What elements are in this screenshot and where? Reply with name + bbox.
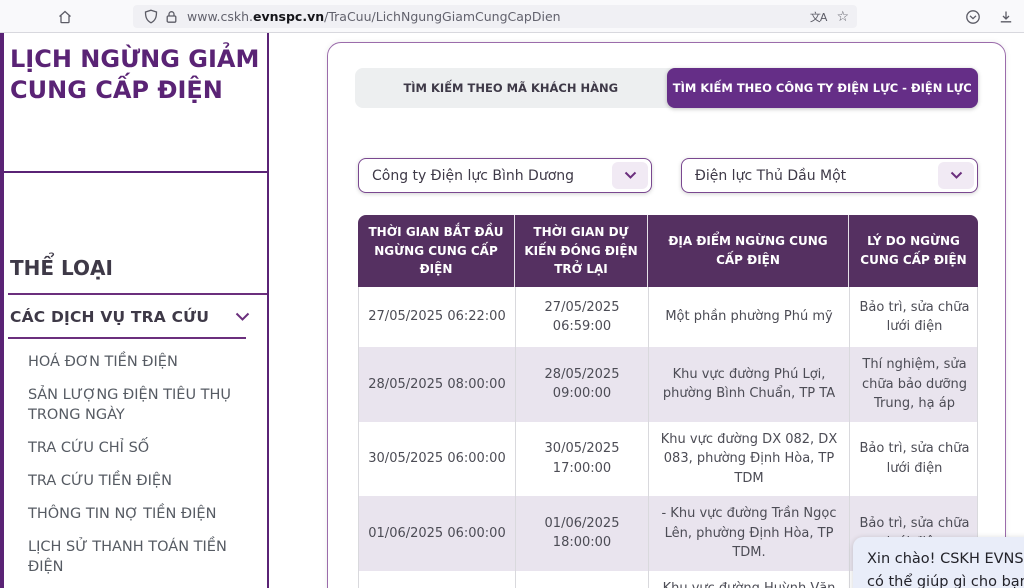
cell-reason: [849, 570, 979, 588]
pocket-icon[interactable]: [962, 6, 984, 28]
cell-location: Khu vực đường Phú Lợi, phường Bình Chuẩn…: [648, 347, 849, 422]
table-header-row: THỜI GIAN BẮT ĐẦU NGỪNG CUNG CẤP ĐIỆN TH…: [358, 215, 978, 287]
title-divider: [0, 171, 269, 173]
sidebar-item-debt-info[interactable]: THÔNG TIN NỢ TIỀN ĐIỆN: [28, 506, 217, 522]
col-header-start-time: THỜI GIAN BẮT ĐẦU NGỪNG CUNG CẤP ĐIỆN: [368, 225, 504, 277]
translate-icon[interactable]: 文A: [809, 10, 828, 24]
sidebar-item-payment-history[interactable]: LỊCH SỬ THANH TOÁN TIỀN ĐIỆN: [28, 539, 227, 575]
sidebar-item-meter-index[interactable]: TRA CỨU CHỈ SỐ: [28, 440, 150, 456]
sidebar-item-bill-lookup[interactable]: TRA CỨU TIỀN ĐIỆN: [28, 473, 172, 489]
sidebar-item-electricity-bill[interactable]: HOÁ ĐƠN TIỀN ĐIỆN: [28, 354, 178, 370]
cell-reason: Thí nghiệm, sửa chữa bảo dưỡng Trung, hạ…: [849, 347, 979, 422]
cell-restore-time: 30/05/2025 17:00:00: [515, 421, 648, 496]
cell-location: - Khu vực đường Trần Ngọc Lên, phường Đị…: [648, 496, 849, 571]
company-select[interactable]: Công ty Điện lực Bình Dương: [358, 158, 652, 193]
cell-restore-time: 01/06/2025 18:00:00: [515, 496, 648, 571]
home-icon[interactable]: [54, 6, 76, 28]
cell-restore-time: 27/05/2025 06:59:00: [515, 287, 648, 347]
category-divider: [8, 293, 267, 295]
cell-location: Khu vực đường DX 082, DX 083, phường Địn…: [648, 421, 849, 496]
tab-search-by-power-company[interactable]: TÌM KIẾM THEO CÔNG TY ĐIỆN LỰC - ĐIỆN LỰ…: [666, 68, 978, 108]
chat-message-line2: có thể giúp gì cho bạn?: [867, 574, 1024, 588]
tab-search-by-customer-code[interactable]: TÌM KIẾM THEO MÃ KHÁCH HÀNG: [403, 81, 619, 95]
url-text: www.cskh.evnspc.vn/TraCuu/LichNgungGiamC…: [187, 9, 810, 24]
category-heading: THỂ LOẠI: [10, 256, 113, 280]
cell-location: Khu vực đường Huỳnh Văn Lũy, đường Đồng …: [648, 570, 849, 588]
page-title-line1: LỊCH NGỪNG GIẢM: [10, 45, 260, 73]
page-title-line2: CUNG CẤP ĐIỆN: [10, 76, 223, 104]
cell-restore-time: 28/05/2025 09:00:00: [515, 347, 648, 422]
url-path: /TraCuu/LichNgungGiamCungCapDien: [324, 9, 561, 24]
sidebar-menu: HOÁ ĐƠN TIỀN ĐIỆN SẢN LƯỢNG ĐIỆN TIÊU TH…: [28, 352, 242, 577]
col-header-restore-time: THỜI GIAN DỰ KIẾN ĐÓNG ĐIỆN TRỞ LẠI: [514, 215, 647, 287]
cell-start-time: 28/05/2025 08:00:00: [368, 376, 506, 392]
sidebar-divider: [267, 33, 269, 588]
lock-icon[interactable]: [161, 7, 181, 27]
url-domain: evnspc.vn: [253, 9, 325, 24]
table-row: 01/06/2025 06:00:00 01/06/2025 18:00:00 …: [358, 496, 978, 571]
outage-schedule-table: THỜI GIAN BẮT ĐẦU NGỪNG CUNG CẤP ĐIỆN TH…: [358, 215, 978, 588]
sidebar-item-daily-consumption[interactable]: SẢN LƯỢNG ĐIỆN TIÊU THỤ TRONG NGÀY: [28, 387, 232, 423]
chat-message-line1: Xin chào! CSKH EVNSPC: [867, 551, 1024, 567]
power-unit-select[interactable]: Điện lực Thủ Dầu Một: [681, 158, 978, 193]
cell-start-time: 01/06/2025 06:00:00: [359, 571, 515, 588]
cell-location: Một phần phường Phú mỹ: [648, 287, 849, 347]
page-title: LỊCH NGỪNG GIẢM CUNG CẤP ĐIỆN: [10, 44, 270, 106]
col-header-location: ĐỊA ĐIỂM NGỪNG CUNG CẤP ĐIỆN: [647, 215, 848, 287]
table-row: 27/05/2025 06:22:00 27/05/2025 06:59:00 …: [358, 287, 978, 347]
download-icon[interactable]: [995, 6, 1017, 28]
table-row: 28/05/2025 08:00:00 28/05/2025 09:00:00 …: [358, 347, 978, 422]
table-row: 30/05/2025 06:00:00 30/05/2025 17:00:00 …: [358, 421, 979, 496]
left-accent-bar: [0, 33, 4, 588]
cell-reason: Bảo trì, sửa chữa lưới điện: [849, 287, 979, 347]
company-select-value: Công ty Điện lực Bình Dương: [372, 167, 575, 184]
col-header-reason: LÝ DO NGỪNG CUNG CẤP ĐIỆN: [848, 215, 978, 287]
cell-start-time: 01/06/2025 06:00:00: [368, 525, 506, 541]
sidebar-group-lookup-services[interactable]: CÁC DỊCH VỤ TRA CỨU: [10, 308, 250, 326]
url-subdomain: www.cskh.: [187, 9, 254, 24]
group-divider: [8, 337, 246, 339]
chevron-down-icon[interactable]: [938, 162, 974, 189]
shield-icon[interactable]: [141, 7, 161, 27]
cell-start-time: 30/05/2025 06:00:00: [368, 451, 506, 466]
cell-start-time: 27/05/2025 06:22:00: [368, 309, 506, 325]
cell-restore-time: 01/06/2025 07:00:00: [515, 570, 648, 588]
bookmark-star-icon[interactable]: ☆: [836, 8, 849, 25]
chevron-down-icon[interactable]: [235, 312, 250, 322]
sidebar-group-label: CÁC DỊCH VỤ TRA CỨU: [10, 308, 210, 326]
chevron-down-icon[interactable]: [612, 162, 648, 189]
chat-greeting-bubble[interactable]: Xin chào! CSKH EVNSPC có thể giúp gì cho…: [853, 537, 1024, 588]
url-bar[interactable]: www.cskh.evnspc.vn/TraCuu/LichNgungGiamC…: [133, 5, 857, 28]
power-unit-select-value: Điện lực Thủ Dầu Một: [695, 167, 847, 184]
browser-toolbar: www.cskh.evnspc.vn/TraCuu/LichNgungGiamC…: [0, 0, 1024, 33]
search-tab-bar: TÌM KIẾM THEO MÃ KHÁCH HÀNG TÌM KIẾM THE…: [355, 68, 978, 108]
cell-reason: Bảo trì, sửa chữa lưới điện: [849, 421, 979, 496]
